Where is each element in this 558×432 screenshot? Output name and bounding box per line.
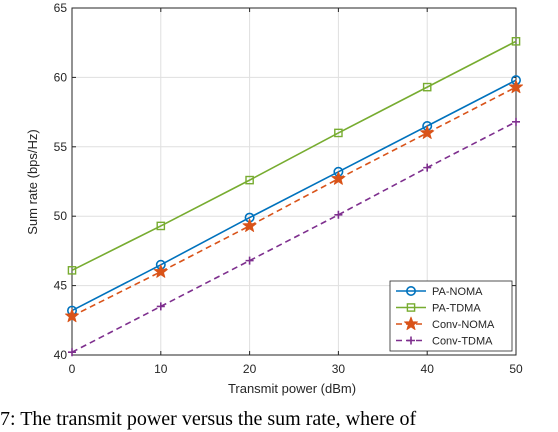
legend-marker-pa-tdma (406, 303, 416, 312)
data-point-pa-tdma (245, 175, 254, 185)
series-lines (71, 40, 517, 353)
series-line-conv-noma (71, 86, 517, 317)
data-point-conv-tdma (245, 256, 254, 265)
legend-marker-conv-noma (403, 316, 419, 331)
series-line-pa-noma (71, 79, 517, 312)
legend-marker-conv-tdma (407, 336, 415, 345)
tick-labels: 0 10 20 30 40 50 40 45 50 55 60 65 (54, 1, 523, 376)
axes (71, 7, 517, 356)
x-tick-label: 50 (509, 362, 523, 376)
data-point-pa-tdma (422, 82, 432, 92)
data-point-conv-tdma (334, 210, 343, 219)
legend-marker-pa-noma (405, 285, 416, 296)
y-tick-label: 45 (54, 279, 68, 293)
x-tick-label: 20 (243, 362, 257, 376)
data-point-conv-tdma (423, 163, 432, 172)
grid (71, 7, 517, 356)
y-tick-label: 65 (54, 1, 68, 15)
x-tick-label: 10 (154, 362, 168, 376)
data-point-pa-tdma (67, 266, 77, 275)
legend-label-conv-tdma: Conv-TDMA (432, 336, 493, 348)
data-point-conv-noma (242, 218, 257, 232)
plot-frame (71, 7, 517, 356)
x-axis-label: Transmit power (dBm) (228, 381, 356, 396)
y-tick-label: 40 (54, 348, 68, 362)
data-point-conv-noma (331, 171, 346, 185)
y-tick-label: 60 (54, 70, 68, 84)
y-tick-label: 55 (54, 140, 68, 154)
legend-label-pa-tdma: PA-TDMA (432, 303, 481, 315)
data-point-conv-tdma (156, 302, 165, 311)
series-line-pa-tdma (71, 40, 517, 272)
x-tick-label: 0 (69, 362, 76, 376)
data-point-conv-tdma (512, 117, 520, 126)
x-tick-label: 40 (421, 362, 435, 376)
figure-caption: 7: The transmit power versus the sum rat… (0, 408, 417, 430)
legend-label-conv-noma: Conv-NOMA (432, 319, 495, 331)
legend-label-pa-noma: PA-NOMA (432, 286, 483, 298)
data-point-pa-tdma (334, 128, 343, 138)
data-point-pa-tdma (156, 221, 166, 231)
data-point-conv-noma (420, 125, 435, 139)
legend: PA-NOMA PA-TDMA Conv-NOMA Conv-TDMA (389, 280, 513, 352)
x-tick-label: 30 (332, 362, 346, 376)
y-axis-label: Sum rate (bps/Hz) (25, 129, 40, 234)
series-markers (64, 37, 524, 357)
data-point-conv-noma (64, 308, 80, 323)
data-point-pa-tdma (511, 37, 521, 46)
data-point-conv-noma (508, 79, 524, 94)
data-point-conv-noma (153, 264, 168, 278)
y-tick-label: 50 (54, 209, 68, 223)
data-point-conv-tdma (68, 348, 76, 357)
series-line-conv-tdma (71, 121, 517, 353)
